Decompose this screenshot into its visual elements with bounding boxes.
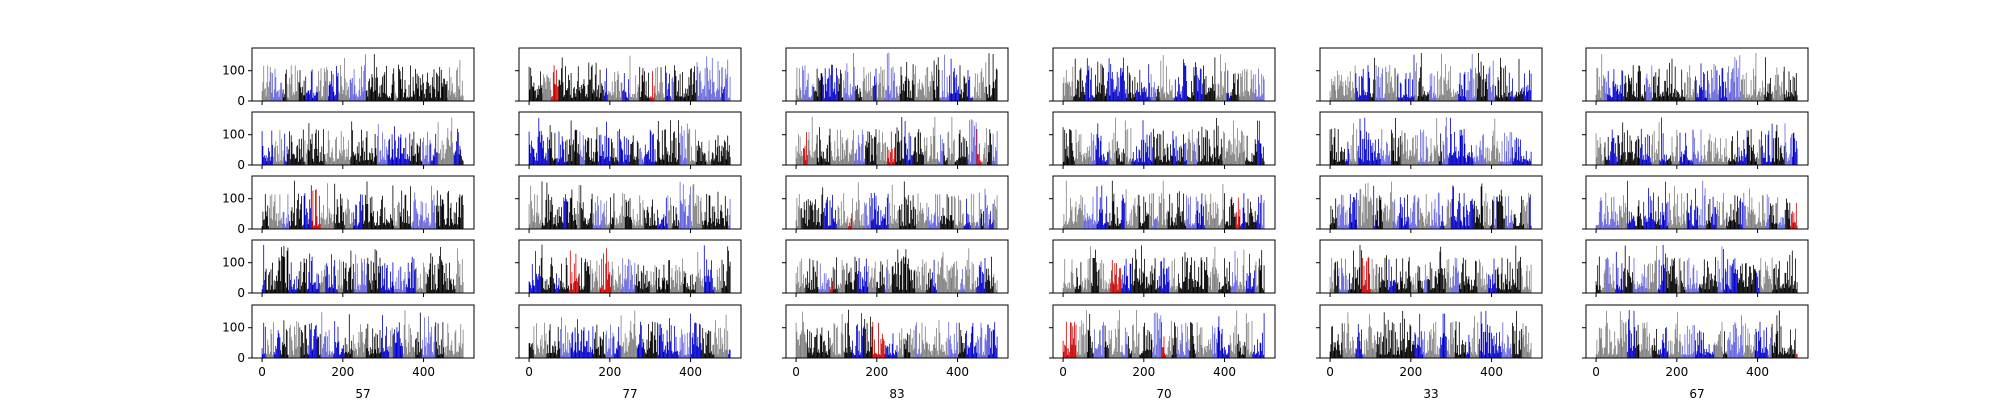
bar-series [1595, 180, 1798, 229]
subplot-r3-c4 [1049, 175, 1276, 233]
axes-frame [1052, 47, 1276, 102]
subplot-r3-c3 [782, 175, 1009, 233]
axes-frame [1585, 47, 1809, 102]
subplot-r4-c2 [515, 239, 742, 297]
axes-frame [785, 111, 1009, 166]
bar-series [1062, 117, 1265, 165]
subplot-r2-c5 [1316, 111, 1543, 169]
subplot-r2-c1: 0 100 [222, 111, 475, 172]
subplot-r1-c1: 0 100 [222, 47, 475, 108]
bar-series [795, 116, 998, 165]
bar-series [1595, 117, 1798, 165]
bar-series [1329, 53, 1532, 101]
bar-series [528, 118, 731, 165]
axes-frame [1052, 175, 1276, 230]
bar-series [1062, 180, 1265, 229]
subplot-r4-c1: 0 100 [222, 239, 475, 300]
axes-frame [251, 111, 475, 166]
subplot-r3-c6 [1582, 175, 1809, 233]
axes-frame [518, 175, 742, 230]
bar-series [528, 244, 731, 293]
subplot-r2-c4 [1049, 111, 1276, 169]
bar-series [795, 181, 998, 229]
y-tick-label: 0 [237, 158, 245, 172]
subplot-r1-c4 [1049, 47, 1276, 105]
subplot-r3-c5 [1316, 175, 1543, 233]
axes-frame [1052, 111, 1276, 166]
subplot-r1-c6 [1582, 47, 1809, 105]
bar-series [1329, 181, 1532, 229]
bar-series [1329, 117, 1532, 165]
axes-frame [1585, 175, 1809, 230]
bar-series [528, 181, 731, 229]
y-tick-label: 100 [222, 256, 245, 270]
axes-frame [251, 47, 475, 102]
bar-series [261, 244, 464, 293]
bar-series [261, 54, 464, 101]
subplot-r3-c2 [515, 175, 742, 233]
axes-frame [518, 47, 742, 102]
bar-series [528, 55, 731, 101]
bar-series [1062, 54, 1265, 101]
axes-frame [251, 239, 475, 294]
axes-frame [785, 175, 1009, 230]
y-tick-label: 100 [222, 192, 245, 206]
y-tick-label: 0 [237, 286, 245, 300]
bar-series [1595, 52, 1798, 101]
y-tick-label: 0 [237, 94, 245, 108]
axes-frame [1319, 47, 1543, 102]
subplot-r1-c5 [1316, 47, 1543, 105]
subplot-r2-c6 [1582, 111, 1809, 169]
axes-frame [518, 111, 742, 166]
y-tick-label: 100 [222, 128, 245, 142]
subplot-r3-c1: 0 100 [222, 175, 475, 236]
axes-frame [251, 175, 475, 230]
axes-frame [1319, 175, 1543, 230]
bar-series [795, 52, 998, 101]
subplot-r2-c2 [515, 111, 742, 169]
subplot-r1-c3 [782, 47, 1009, 105]
y-tick-label: 0 [237, 222, 245, 236]
subplot-r1-c2 [515, 47, 742, 105]
axes-frame [1319, 111, 1543, 166]
axes-frame [785, 47, 1009, 102]
y-tick-label: 100 [222, 64, 245, 78]
bar-series [261, 117, 464, 165]
subplot-r2-c3 [782, 111, 1009, 169]
axes-frame [1585, 111, 1809, 166]
bar-series [261, 180, 464, 229]
